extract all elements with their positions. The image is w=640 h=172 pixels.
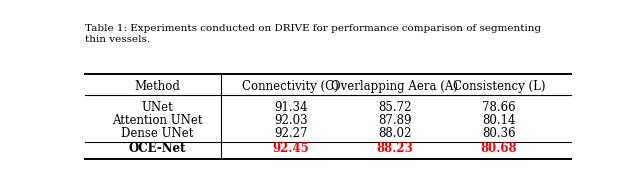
Text: 80.36: 80.36 [483, 127, 516, 140]
Text: UNet: UNet [141, 101, 173, 114]
Text: OCE-Net: OCE-Net [128, 142, 186, 155]
Text: 85.72: 85.72 [378, 101, 412, 114]
Text: 91.34: 91.34 [274, 101, 308, 114]
Text: 92.27: 92.27 [274, 127, 308, 140]
Text: Dense UNet: Dense UNet [121, 127, 193, 140]
Text: Consistency (L): Consistency (L) [453, 80, 545, 93]
Text: Attention UNet: Attention UNet [111, 114, 202, 127]
Text: 87.89: 87.89 [378, 114, 412, 127]
Text: Overlapping Aera (A): Overlapping Aera (A) [332, 80, 458, 93]
Text: 80.14: 80.14 [483, 114, 516, 127]
Text: 88.23: 88.23 [376, 142, 413, 155]
Text: 80.68: 80.68 [481, 142, 517, 155]
Text: 88.02: 88.02 [378, 127, 412, 140]
Text: 78.66: 78.66 [483, 101, 516, 114]
Text: Table 1: Experiments conducted on DRIVE for performance comparison of segmenting: Table 1: Experiments conducted on DRIVE … [85, 24, 541, 33]
Text: 92.03: 92.03 [274, 114, 308, 127]
Text: thin vessels.: thin vessels. [85, 35, 150, 44]
Text: Connectivity (C): Connectivity (C) [243, 80, 339, 93]
Text: Method: Method [134, 80, 180, 93]
Text: 92.45: 92.45 [273, 142, 309, 155]
